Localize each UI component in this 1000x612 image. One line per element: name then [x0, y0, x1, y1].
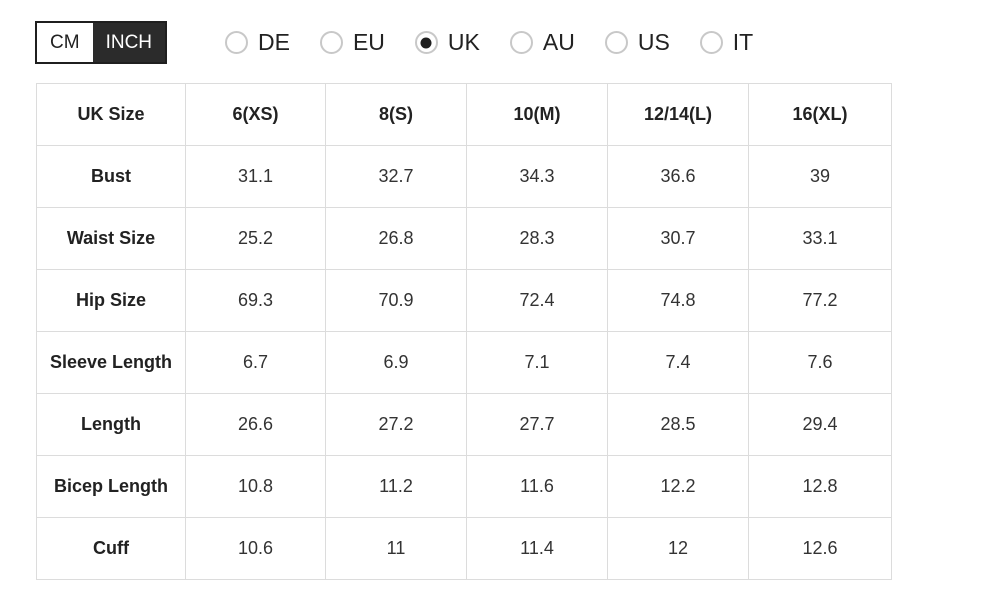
- row-label: Hip Size: [36, 269, 186, 332]
- measurement-cell: 69.3: [185, 269, 326, 332]
- size-column-header: 10(M): [466, 83, 608, 146]
- measurement-cell: 31.1: [185, 145, 326, 208]
- measurement-cell: 12.6: [748, 517, 892, 580]
- row-label: Waist Size: [36, 207, 186, 270]
- measurement-cell: 10.6: [185, 517, 326, 580]
- measurement-cell: 27.2: [325, 393, 467, 456]
- measurement-cell: 70.9: [325, 269, 467, 332]
- radio-unselected-icon[interactable]: [225, 31, 249, 54]
- region-option-label: EU: [352, 29, 385, 55]
- unit-option-inch[interactable]: INCH: [92, 23, 166, 62]
- measurement-cell: 26.8: [325, 207, 467, 270]
- measurement-cell: 34.3: [466, 145, 608, 208]
- size-table-header-row: UK Size 6(XS) 8(S) 10(M) 12/14(L) 16(XL): [36, 83, 892, 146]
- table-row: Length 26.6 27.2 27.7 28.5 29.4: [36, 393, 892, 456]
- measurement-cell: 72.4: [466, 269, 608, 332]
- measurement-cell: 7.6: [748, 331, 892, 394]
- measurement-cell: 27.7: [466, 393, 608, 456]
- measurement-cell: 26.6: [185, 393, 326, 456]
- measurement-cell: 30.7: [607, 207, 749, 270]
- measurement-cell: 12.8: [748, 455, 892, 518]
- measurement-cell: 74.8: [607, 269, 749, 332]
- radio-unselected-icon[interactable]: [319, 31, 343, 54]
- measurement-cell: 77.2: [748, 269, 892, 332]
- measurement-cell: 11.6: [466, 455, 608, 518]
- region-option-uk[interactable]: UK: [414, 29, 480, 56]
- measurement-cell: 6.7: [185, 331, 326, 394]
- size-column-header: 6(XS): [185, 83, 326, 146]
- measurement-cell: 10.8: [185, 455, 326, 518]
- size-table-corner-header: UK Size: [36, 83, 186, 146]
- unit-option-cm[interactable]: CM: [37, 23, 93, 62]
- radio-unselected-icon[interactable]: [509, 31, 533, 54]
- size-table-body: Bust 31.1 32.7 34.3 36.6 39 Waist Size 25.2 26.8…: [36, 145, 892, 580]
- region-option-us[interactable]: US: [604, 29, 670, 56]
- measurement-cell: 25.2: [185, 207, 326, 270]
- measurement-cell: 39: [748, 145, 892, 208]
- row-label: Sleeve Length: [36, 331, 186, 394]
- measurement-cell: 32.7: [325, 145, 467, 208]
- measurement-cell: 33.1: [748, 207, 892, 270]
- table-row: Hip Size 69.3 70.9 72.4 74.8 77.2: [36, 269, 892, 332]
- size-table: UK Size 6(XS) 8(S) 10(M) 12/14(L) 16(XL) Bust…: [36, 83, 892, 580]
- table-row: Waist Size 25.2 26.8 28.3 30.7 33.1: [36, 207, 892, 270]
- region-option-label: AU: [542, 29, 575, 55]
- unit-toggle: CM INCH: [35, 21, 168, 64]
- measurement-cell: 11: [325, 517, 467, 580]
- region-option-eu[interactable]: EU: [319, 29, 385, 56]
- region-option-label: UK: [447, 29, 480, 55]
- size-column-header: 8(S): [325, 83, 467, 146]
- region-option-au[interactable]: AU: [509, 29, 575, 56]
- measurement-cell: 11.2: [325, 455, 467, 518]
- row-label: Cuff: [36, 517, 186, 580]
- table-row: Bicep Length 10.8 11.2 11.6 12.2 12.8: [36, 455, 892, 518]
- region-option-label: DE: [258, 29, 290, 55]
- region-option-it[interactable]: IT: [699, 29, 754, 56]
- measurement-cell: 12: [607, 517, 749, 580]
- controls-bar: CM INCH DE EU UK AU US IT: [0, 0, 1000, 64]
- region-option-label: IT: [732, 29, 754, 55]
- region-option-label: US: [637, 29, 670, 55]
- measurement-cell: 11.4: [466, 517, 608, 580]
- radio-selected-icon[interactable]: [414, 31, 438, 54]
- measurement-cell: 29.4: [748, 393, 892, 456]
- table-row: Bust 31.1 32.7 34.3 36.6 39: [36, 145, 892, 208]
- radio-unselected-icon[interactable]: [699, 31, 723, 54]
- table-row: Sleeve Length 6.7 6.9 7.1 7.4 7.6: [36, 331, 892, 394]
- row-label: Bust: [36, 145, 186, 208]
- row-label: Length: [36, 393, 186, 456]
- radio-unselected-icon[interactable]: [604, 31, 628, 54]
- measurement-cell: 28.3: [466, 207, 608, 270]
- measurement-cell: 36.6: [607, 145, 749, 208]
- measurement-cell: 7.4: [607, 331, 749, 394]
- measurement-cell: 28.5: [607, 393, 749, 456]
- size-column-header: 12/14(L): [607, 83, 749, 146]
- region-option-de[interactable]: DE: [225, 29, 290, 56]
- region-radio-group: DE EU UK AU US IT: [225, 29, 753, 56]
- measurement-cell: 12.2: [607, 455, 749, 518]
- measurement-cell: 6.9: [325, 331, 467, 394]
- measurement-cell: 7.1: [466, 331, 608, 394]
- table-row: Cuff 10.6 11 11.4 12 12.6: [36, 517, 892, 580]
- size-column-header: 16(XL): [748, 83, 892, 146]
- row-label: Bicep Length: [36, 455, 186, 518]
